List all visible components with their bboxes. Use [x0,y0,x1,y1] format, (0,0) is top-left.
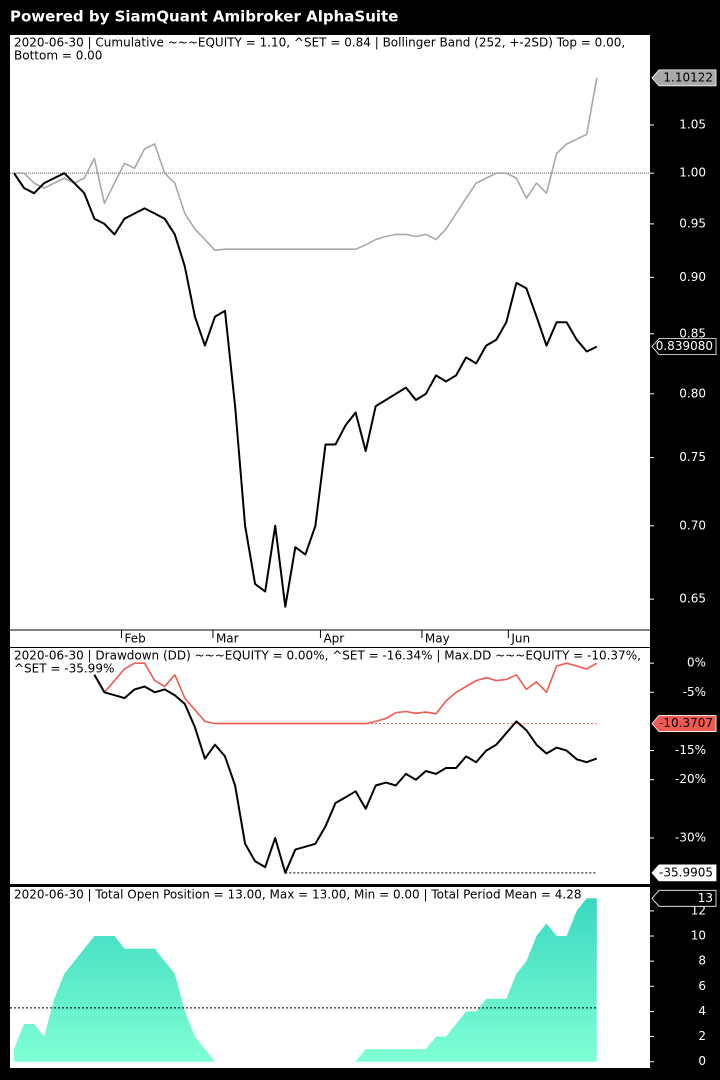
y-tick-label: 2 [698,1029,706,1043]
x-tick-label: Mar [216,632,239,646]
y-tick-label: 0.80 [679,386,706,400]
value-label: 13 [698,891,713,905]
y-tick-label: 4 [698,1004,706,1018]
y-tick-label: 0.75 [679,450,706,464]
value-label-box [651,69,717,87]
y-tick-label: -15% [675,743,706,757]
y-tick-label: 0.70 [679,518,706,532]
value-label: 1.10122 [663,70,713,84]
line [93,662,598,725]
panel-title: Bottom = 0.00 [14,49,102,63]
area [14,898,597,1062]
x-tick-label: May [425,632,450,646]
line [13,172,598,608]
value-label: -10.3707 [659,716,713,730]
panel-title: 2020-06-30 | Total Open Position = 13.00… [14,888,582,902]
panel-title: 2020-06-30 | Drawdown (DD) ~~~EQUITY = 0… [14,649,641,663]
y-tick-label: 1.00 [679,166,706,180]
line [14,77,598,252]
value-label-box [651,338,717,356]
y-tick-label: -30% [675,830,706,844]
x-tick-label: Jun [510,632,530,646]
value-label-box [651,889,717,907]
x-tick-label: Apr [323,632,344,646]
line [93,674,598,874]
header-title: Powered by SiamQuant Amibroker AlphaSuit… [10,8,398,26]
value-label-box [651,715,717,732]
y-tick-label: 6 [698,979,706,993]
header-box [0,0,368,32]
panel-title: 2020-06-30 | Cumulative ~~~EQUITY = 1.10… [14,36,625,50]
y-tick-label: 10 [691,929,706,943]
y-tick-label: 1.05 [679,117,706,131]
y-tick-label: 0% [687,656,706,670]
y-tick-label: 12 [691,903,706,917]
plot-area [10,35,650,647]
y-tick-label: -20% [675,772,706,786]
y-tick-label: 8 [698,954,706,968]
y-tick-label: 0.85 [679,326,706,340]
value-label-box [651,864,717,882]
y-tick-label: 0.65 [679,592,706,606]
value-label: 0.839080 [656,339,713,353]
y-tick-label: 0.95 [679,216,706,230]
x-tick-label: Feb [125,632,146,646]
y-tick-label: 0 [698,1054,706,1068]
y-tick-label: -5% [683,685,706,699]
plot-area [10,648,650,884]
value-label: -35.9905 [659,865,713,879]
y-tick-label: 0.90 [679,270,706,284]
panel-title: ^SET = -35.99% [14,662,114,676]
